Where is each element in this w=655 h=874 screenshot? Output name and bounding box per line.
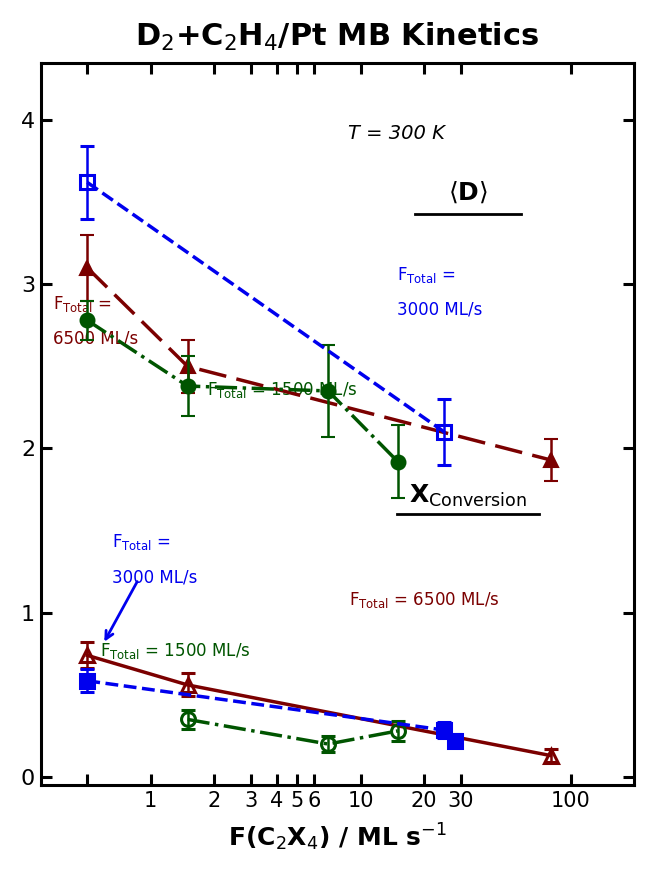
Title: D$_2$+C$_2$H$_4$/Pt MB Kinetics: D$_2$+C$_2$H$_4$/Pt MB Kinetics [136, 21, 540, 53]
Text: F$_{\rm Total}$ = 1500 ML/s: F$_{\rm Total}$ = 1500 ML/s [207, 380, 358, 400]
Text: F$_{\rm Total}$ = 6500 ML/s: F$_{\rm Total}$ = 6500 ML/s [349, 590, 500, 610]
Text: F$_{\rm Total}$ =: F$_{\rm Total}$ = [52, 294, 111, 314]
Text: 3000 ML/s: 3000 ML/s [397, 301, 482, 319]
Text: T = 300 K: T = 300 K [348, 124, 445, 143]
Text: X$_{\rm Conversion}$: X$_{\rm Conversion}$ [409, 483, 527, 510]
Text: F$_{\rm Total}$ =: F$_{\rm Total}$ = [112, 532, 171, 552]
X-axis label: F(C$_2$X$_4$) / ML s$^{-1}$: F(C$_2$X$_4$) / ML s$^{-1}$ [228, 822, 447, 853]
Text: 6500 ML/s: 6500 ML/s [52, 329, 138, 348]
Text: F$_{\rm Total}$ = 1500 ML/s: F$_{\rm Total}$ = 1500 ML/s [100, 641, 251, 661]
Text: 3000 ML/s: 3000 ML/s [112, 568, 197, 586]
Text: F$_{\rm Total}$ =: F$_{\rm Total}$ = [397, 265, 456, 285]
Text: $\langle$D$\rangle$: $\langle$D$\rangle$ [448, 180, 488, 205]
